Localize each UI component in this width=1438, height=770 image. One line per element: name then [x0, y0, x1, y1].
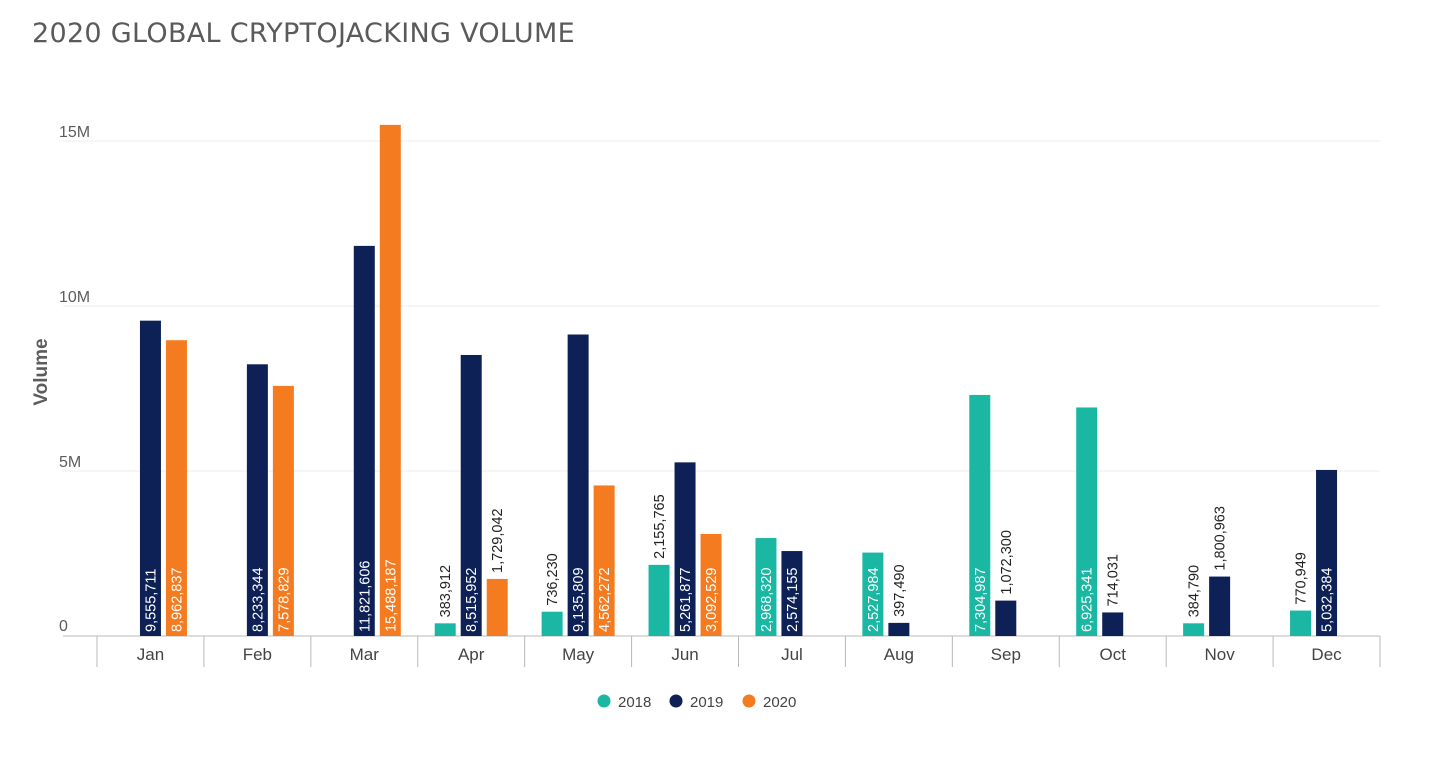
data-label: 5,032,384: [1320, 567, 1336, 632]
legend-marker-2018[interactable]: [597, 694, 611, 708]
data-label: 384,790: [1187, 565, 1203, 617]
x-tick-label: Nov: [1205, 645, 1236, 664]
bar-2018-may[interactable]: [541, 611, 563, 636]
bar-2019-sep[interactable]: [995, 600, 1017, 636]
chart-title: 2020 GLOBAL CRYPTOJACKING VOLUME: [32, 18, 575, 49]
legend-marker-2020[interactable]: [742, 694, 756, 708]
data-label: 8,233,344: [250, 567, 266, 632]
y-axis-title: Volume: [31, 338, 52, 405]
x-tick-label: Dec: [1311, 645, 1342, 664]
data-label: 15,488,187: [383, 559, 399, 632]
bar-2019-oct[interactable]: [1102, 612, 1124, 636]
data-label: 8,515,952: [464, 567, 480, 632]
data-label: 770,949: [1294, 552, 1310, 604]
bar-2020-jun[interactable]: [700, 533, 722, 636]
bar-2018-jul[interactable]: [755, 538, 777, 636]
data-label: 2,574,155: [785, 567, 801, 632]
x-tick-label: May: [562, 645, 595, 664]
data-label: 397,490: [892, 564, 908, 616]
bar-2019-aug[interactable]: [888, 622, 910, 636]
data-label: 7,578,829: [276, 567, 292, 632]
bar-2019-jan[interactable]: [139, 320, 161, 636]
data-label: 7,304,987: [973, 567, 989, 632]
bar-2020-apr[interactable]: [486, 578, 508, 636]
data-label: 8,962,837: [169, 567, 185, 632]
legend-label-2019[interactable]: 2019: [690, 694, 723, 711]
bar-2020-jan[interactable]: [165, 340, 187, 636]
legend-label-2018[interactable]: 2018: [618, 694, 651, 711]
x-tick-label: Mar: [350, 645, 380, 664]
bar-2019-jul[interactable]: [781, 551, 803, 636]
data-label: 5,261,877: [678, 567, 694, 632]
bar-2019-may[interactable]: [567, 334, 589, 636]
data-label: 3,092,529: [704, 567, 720, 632]
y-tick-label: 0: [59, 618, 68, 635]
bar-2018-jun[interactable]: [648, 564, 670, 636]
bar-2019-dec[interactable]: [1316, 469, 1338, 636]
y-tick-label: 5M: [59, 454, 81, 471]
bar-2020-feb[interactable]: [272, 385, 294, 636]
bar-2019-jun[interactable]: [674, 462, 696, 636]
data-label: 4,562,272: [597, 567, 613, 632]
x-tick-label: Oct: [1099, 645, 1126, 664]
bar-2018-dec[interactable]: [1290, 610, 1312, 636]
bar-2020-mar[interactable]: [379, 124, 401, 636]
data-label: 1,072,300: [999, 530, 1015, 595]
y-tick-label: 10M: [59, 289, 90, 306]
data-label: 9,135,809: [571, 567, 587, 632]
bar-2019-mar[interactable]: [353, 245, 375, 636]
data-label: 383,912: [438, 565, 454, 617]
data-label: 11,821,606: [357, 561, 373, 633]
data-label: 1,729,042: [490, 508, 506, 573]
x-tick-label: Feb: [243, 645, 272, 664]
x-tick-label: Aug: [884, 645, 914, 664]
legend-label-2020[interactable]: 2020: [763, 694, 796, 711]
data-label: 2,968,320: [759, 567, 775, 632]
x-tick-label: Jul: [781, 645, 803, 664]
data-label: 2,527,984: [866, 567, 882, 632]
data-label: 736,230: [545, 553, 561, 605]
bar-2018-apr[interactable]: [434, 623, 456, 636]
bar-2018-aug[interactable]: [862, 552, 884, 636]
bar-2019-feb[interactable]: [246, 364, 268, 636]
legend-marker-2019[interactable]: [669, 694, 683, 708]
bar-2018-sep[interactable]: [969, 394, 991, 636]
data-label: 9,555,711: [143, 569, 159, 632]
data-label: 2,155,765: [652, 494, 668, 559]
data-label: 1,800,963: [1213, 506, 1229, 571]
x-tick-label: Jan: [137, 645, 164, 664]
x-tick-label: Sep: [991, 645, 1021, 664]
bar-2018-nov[interactable]: [1183, 623, 1205, 636]
data-label: 714,031: [1106, 554, 1122, 606]
y-tick-label: 15M: [59, 124, 90, 141]
data-label: 6,925,341: [1080, 567, 1096, 632]
bar-2020-may[interactable]: [593, 485, 615, 636]
bar-2019-apr[interactable]: [460, 354, 482, 636]
bar-2019-nov[interactable]: [1209, 576, 1231, 636]
x-tick-label: Jun: [671, 645, 698, 664]
x-tick-label: Apr: [458, 645, 485, 664]
bar-2018-oct[interactable]: [1076, 407, 1098, 636]
